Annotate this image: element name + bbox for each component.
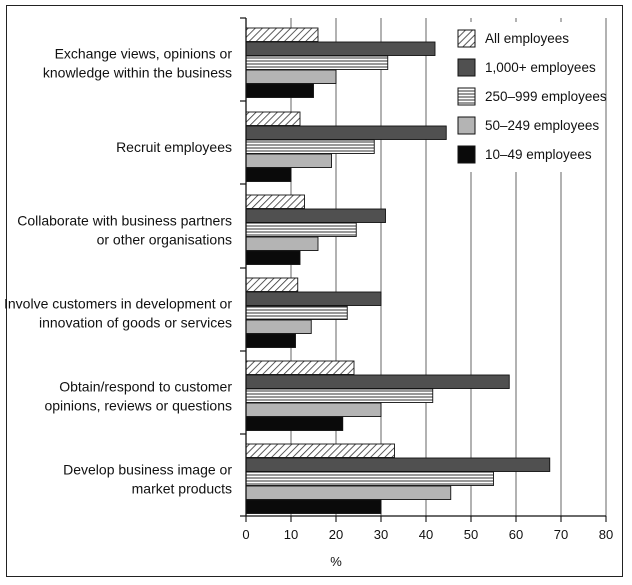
bar bbox=[245, 194, 305, 209]
bar bbox=[245, 139, 375, 154]
legend-swatch bbox=[457, 29, 476, 48]
bar bbox=[245, 41, 436, 56]
x-tick-label: 20 bbox=[329, 527, 343, 542]
bar bbox=[245, 83, 314, 98]
x-tick-label: 30 bbox=[374, 527, 388, 542]
bar bbox=[245, 69, 337, 84]
bar bbox=[245, 471, 494, 486]
x-axis-label: % bbox=[330, 554, 342, 569]
legend-swatch bbox=[457, 58, 476, 77]
bar bbox=[245, 277, 299, 292]
bar bbox=[245, 153, 332, 168]
bar bbox=[245, 208, 386, 223]
bar bbox=[245, 250, 301, 265]
category-label: Obtain/respond to customer bbox=[59, 379, 232, 395]
category-label: Collaborate with business partners bbox=[17, 213, 232, 229]
bar bbox=[245, 55, 389, 70]
x-tick-label: 80 bbox=[599, 527, 613, 542]
category-label: market products bbox=[132, 481, 232, 497]
category-label: Exchange views, opinions or bbox=[55, 46, 233, 62]
category-labels: Exchange views, opinions or knowledge wit… bbox=[4, 46, 232, 497]
legend-label: 250–999 employees bbox=[485, 89, 607, 104]
category-label: opinions, reviews or questions bbox=[44, 398, 232, 414]
bar bbox=[245, 319, 312, 334]
x-tick-label: 60 bbox=[509, 527, 523, 542]
x-tick-label: 50 bbox=[464, 527, 478, 542]
bar bbox=[245, 305, 348, 320]
bar bbox=[245, 457, 551, 472]
bar bbox=[245, 388, 434, 403]
legend-label: All employees bbox=[485, 31, 569, 46]
legend: All employees 1,000+ employees 250–999 emp… bbox=[452, 22, 607, 172]
bars bbox=[245, 27, 551, 514]
legend-swatch bbox=[457, 145, 476, 164]
bar bbox=[245, 291, 382, 306]
legend-label: 50–249 employees bbox=[485, 118, 599, 133]
bar bbox=[245, 27, 319, 42]
x-tick-label: 70 bbox=[554, 527, 568, 542]
x-tick-label: 10 bbox=[284, 527, 298, 542]
bar bbox=[245, 236, 319, 251]
x-tick-label: 40 bbox=[419, 527, 433, 542]
legend-label: 1,000+ employees bbox=[485, 60, 596, 75]
category-label: knowledge within the business bbox=[43, 65, 232, 81]
legend-swatch bbox=[457, 87, 476, 106]
category-label: Recruit employees bbox=[116, 139, 232, 155]
bar bbox=[245, 443, 395, 458]
bar bbox=[245, 374, 510, 389]
bar bbox=[245, 111, 301, 126]
category-label: innovation of goods or services bbox=[39, 315, 232, 331]
bar bbox=[245, 125, 447, 140]
category-label: Involve customers in development or bbox=[4, 296, 232, 312]
bar bbox=[245, 222, 357, 237]
bar bbox=[245, 360, 355, 375]
category-label: or other organisations bbox=[97, 232, 232, 248]
bar bbox=[245, 416, 344, 431]
legend-swatch bbox=[457, 116, 476, 135]
bar bbox=[245, 485, 452, 500]
bar bbox=[245, 499, 382, 514]
bar bbox=[245, 167, 292, 182]
legend-label: 10–49 employees bbox=[485, 147, 592, 162]
legend-background bbox=[452, 22, 604, 172]
bar bbox=[245, 333, 296, 348]
x-tick-label: 0 bbox=[242, 527, 249, 542]
category-label: Develop business image or bbox=[63, 462, 232, 478]
axes: 0 10 20 30 40 50 60 70 80% bbox=[240, 17, 613, 569]
bar bbox=[245, 402, 382, 417]
